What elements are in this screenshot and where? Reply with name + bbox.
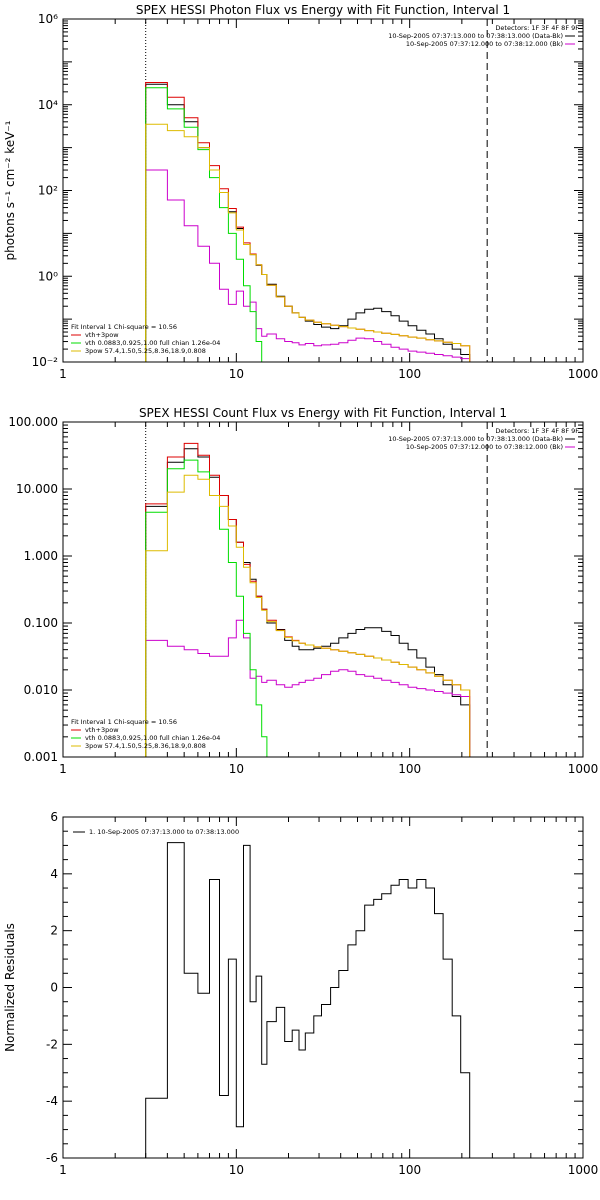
y-tick-label: -6 <box>46 1151 58 1165</box>
y-tick-label: -2 <box>46 1037 58 1051</box>
x-tick-label: 10 <box>229 1163 244 1177</box>
y-tick-label: 10.000 <box>16 482 58 496</box>
series-group <box>146 843 488 1160</box>
legend-entry-label: vth+3pow <box>85 331 119 339</box>
x-tick-label: 1000 <box>568 762 599 776</box>
y-tick-label: 0.001 <box>24 750 58 764</box>
legend-fit-header: Fit Interval 1 Chi-square = 10.56 <box>71 323 177 331</box>
y-tick-label: 10⁰ <box>38 269 58 283</box>
x-tick-label: 1000 <box>568 1163 599 1177</box>
y-tick-label: 2 <box>50 924 58 938</box>
y-tick-label: 10⁻² <box>32 355 59 369</box>
plot-frame <box>63 19 583 362</box>
series-line-vth <box>146 460 277 759</box>
y-tick-label: 1.000 <box>24 549 58 563</box>
x-tick-label: 1000 <box>568 367 599 381</box>
y-axis-label: Normalized Residuals <box>3 923 17 1052</box>
series-line-data-bk <box>146 449 470 759</box>
y-tick-label: 10² <box>38 184 58 198</box>
x-tick-label: 1 <box>59 367 67 381</box>
legend-entry-label: 1. 10-Sep-2005 07:37:13.000 to 07:38:13.… <box>89 828 239 836</box>
legend-fit-header: Fit Interval 1 Chi-square = 10.56 <box>71 718 177 726</box>
series-line-3pow <box>146 124 470 364</box>
y-tick-label: 0.010 <box>24 683 58 697</box>
legend-entry-label: vth 0.0883,0.925,1.00 full chian 1.26e-0… <box>85 734 220 742</box>
x-tick-label: 100 <box>398 762 421 776</box>
series-line-3pow <box>146 475 470 759</box>
y-tick-label: 0 <box>50 981 58 995</box>
x-tick-label: 100 <box>398 1163 421 1177</box>
plot-frame <box>63 817 583 1158</box>
x-tick-label: 100 <box>398 367 421 381</box>
series-group <box>146 443 470 759</box>
legend-entry-label: 3pow 57.4,1.50,5.25,8.36,18.9,0.808 <box>85 347 206 355</box>
y-tick-label: 4 <box>50 867 58 881</box>
y-tick-label: 10⁴ <box>38 98 58 112</box>
series-line-1-10-sep-2005-07-37-13-000-to-07-38-13-000 <box>146 843 488 1160</box>
legend-entry-label: 3pow 57.4,1.50,5.25,8.36,18.9,0.808 <box>85 742 206 750</box>
figure: SPEX HESSI Photon Flux vs Energy with Fi… <box>0 0 600 1200</box>
legend-entry-label: 10-Sep-2005 07:37:12.000 to 07:38:12.000… <box>406 40 563 48</box>
legend-entry-label: vth+3pow <box>85 726 119 734</box>
x-tick-label: 1 <box>59 1163 67 1177</box>
chart-panel-1: SPEX HESSI Count Flux vs Energy with Fit… <box>8 406 598 776</box>
axis-ticks <box>63 19 583 362</box>
y-tick-label: 6 <box>50 810 58 824</box>
chart-panel-0: SPEX HESSI Photon Flux vs Energy with Fi… <box>3 3 598 381</box>
chart-panel-2: Normalized Residuals 1 10 100 1000 -6 -4 -2 0 2 4 6… <box>3 810 598 1177</box>
series-group <box>146 83 470 365</box>
legend-detectors: Detectors: 1F 3F 4F 8F 9F <box>495 24 579 32</box>
x-tick-label: 10 <box>229 367 244 381</box>
legend-entry-label: 10-Sep-2005 07:37:13.000 to 07:38:13.000… <box>388 32 563 40</box>
plot-frame <box>63 422 583 757</box>
x-tick-label: 10 <box>229 762 244 776</box>
chart-title: SPEX HESSI Count Flux vs Energy with Fit… <box>139 406 507 420</box>
axis-ticks <box>63 422 583 757</box>
legend-entry-label: 10-Sep-2005 07:37:12.000 to 07:38:12.000… <box>406 443 563 451</box>
series-line-bk <box>146 170 470 364</box>
chart-title: SPEX HESSI Photon Flux vs Energy with Fi… <box>136 3 510 17</box>
legend-entry-label: vth 0.0883,0.925,1.00 full chian 1.26e-0… <box>85 339 220 347</box>
series-line-vth-3pow <box>146 83 470 365</box>
axis-ticks <box>63 817 583 1158</box>
y-tick-label: 10⁶ <box>38 12 58 26</box>
y-axis-label: photons s⁻¹ cm⁻² keV⁻¹ <box>3 120 17 260</box>
y-tick-label: -4 <box>46 1094 58 1108</box>
series-line-vth-3pow <box>146 443 470 759</box>
legend-entry-label: 10-Sep-2005 07:37:13.000 to 07:38:13.000… <box>388 435 563 443</box>
y-tick-label: 0.100 <box>24 616 58 630</box>
series-line-data-bk <box>146 84 470 364</box>
legend-detectors: Detectors: 1F 3F 4F 8F 9F <box>495 427 579 435</box>
x-tick-label: 1 <box>59 762 67 776</box>
y-tick-label: 100.000 <box>8 415 58 429</box>
